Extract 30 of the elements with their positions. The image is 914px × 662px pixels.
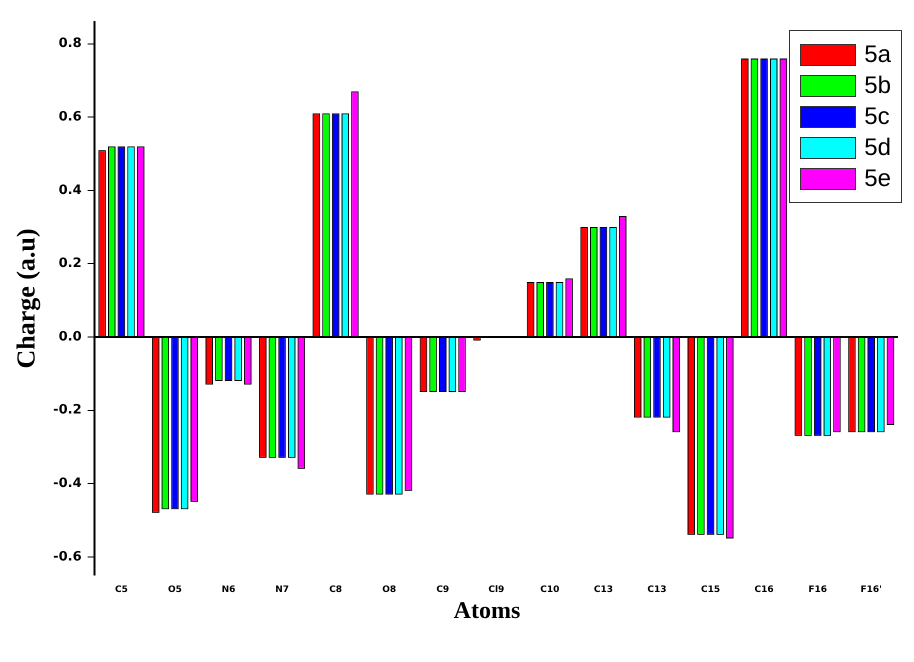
legend-label: 5b bbox=[864, 72, 891, 100]
legend-label: 5a bbox=[864, 40, 891, 68]
x-tick-label: C8 bbox=[329, 584, 342, 595]
x-tick-label: C15 bbox=[700, 584, 720, 595]
y-tick-label: 0.8 bbox=[58, 36, 82, 52]
y-axis-title: Charge (a.u) bbox=[11, 228, 40, 369]
x-tick-label: F16' bbox=[860, 584, 882, 595]
legend-label: 5e bbox=[864, 164, 891, 192]
y-tick-label: 0.0 bbox=[58, 329, 82, 344]
x-tick-label: C13 bbox=[647, 584, 667, 595]
x-tick-label: C13 bbox=[594, 584, 613, 595]
x-tick-label: F16 bbox=[808, 584, 828, 595]
legend-label: 5c bbox=[864, 102, 890, 130]
y-tick-label: -0.4 bbox=[53, 476, 82, 491]
legend-label: 5d bbox=[864, 134, 891, 162]
x-tick-label: C5 bbox=[114, 584, 128, 595]
x-tick-label: C16 bbox=[754, 584, 774, 595]
y-tick-label: 0.4 bbox=[58, 182, 82, 198]
x-tick-label: Cl9 bbox=[488, 584, 504, 595]
y-tick-label: -0.6 bbox=[53, 549, 82, 564]
y-tick-label: 0.6 bbox=[58, 109, 82, 124]
x-tick-label: N7 bbox=[275, 584, 289, 595]
x-tick-label: O5 bbox=[168, 584, 182, 595]
x-tick-label: C9 bbox=[436, 584, 450, 595]
x-tick-label: C10 bbox=[540, 584, 560, 595]
x-tick-label: O8 bbox=[382, 584, 396, 595]
x-axis-title: Atoms bbox=[452, 598, 522, 625]
x-tick-label: N6 bbox=[222, 584, 236, 595]
y-tick-label: 0.2 bbox=[58, 256, 82, 272]
y-tick-label: -0.2 bbox=[53, 402, 82, 418]
